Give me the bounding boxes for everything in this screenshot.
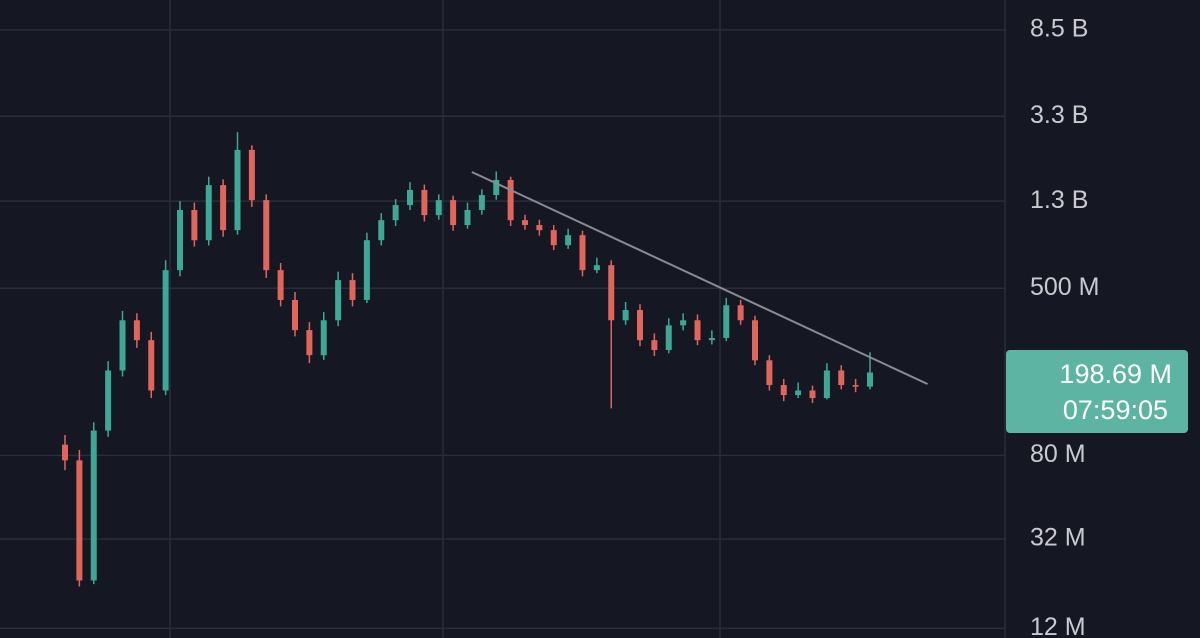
y-tick-label: 3.3 B [1030, 101, 1088, 129]
candle-body [493, 179, 500, 196]
candle-body [62, 444, 68, 461]
candle-body [752, 320, 758, 361]
candle-body [838, 370, 845, 386]
candle-body [335, 280, 342, 321]
candle-body [637, 310, 643, 341]
candle-body [622, 310, 629, 321]
price-label-box [1006, 350, 1188, 433]
candle-body [191, 209, 198, 241]
candle-body [651, 340, 658, 351]
candle-body [737, 305, 744, 321]
trendline [471, 171, 928, 385]
candle-body [608, 265, 615, 321]
candle-body [177, 209, 183, 271]
price-label: 198.69 M [1059, 359, 1172, 389]
grid [0, 29, 1005, 630]
plot-area [62, 132, 928, 587]
candle-body [234, 149, 241, 231]
candle-body [766, 360, 773, 386]
candle-body [248, 149, 255, 201]
candle-body [162, 270, 169, 391]
candle-body [867, 372, 873, 387]
y-tick-label: 1.3 B [1030, 186, 1088, 214]
candle-body [823, 370, 830, 399]
candle-body [320, 320, 327, 356]
countdown: 07:59:05 [1063, 395, 1168, 425]
candle-body [723, 305, 730, 338]
candle-body [780, 385, 787, 396]
candle-body [263, 200, 270, 271]
candle-body [349, 280, 356, 300]
candle-body [522, 220, 528, 226]
candle-body [680, 320, 687, 326]
candle-body [76, 460, 83, 581]
candle-body [665, 325, 672, 351]
candle-body [306, 330, 313, 356]
candle-body [593, 265, 600, 271]
y-tick-label: 12 M [1030, 613, 1086, 638]
candle-body [119, 320, 126, 371]
y-tick-label: 500 M [1030, 273, 1099, 301]
candle-body [407, 189, 413, 206]
y-tick-label: 80 M [1030, 440, 1086, 468]
candle-body [550, 230, 557, 246]
candle-body [507, 179, 514, 221]
y-axis: 8.5 B 3.3 B 1.3 B 500 M 80 M 32 M 12 M [1030, 15, 1099, 638]
candle-body [277, 270, 284, 300]
candle-body [795, 390, 802, 396]
candle-body [421, 189, 428, 216]
candle-body [435, 200, 442, 216]
candle-body [205, 185, 212, 241]
candle-body [90, 430, 97, 581]
candle-body [378, 220, 385, 241]
candle-body [220, 185, 227, 231]
y-tick-label: 8.5 B [1030, 15, 1088, 43]
candle-body [133, 320, 140, 341]
candle-body [852, 385, 859, 387]
candle-body [450, 200, 457, 226]
y-tick-label: 32 M [1030, 524, 1086, 552]
candle-body [536, 225, 543, 231]
candle-body [809, 390, 816, 399]
candle-body [478, 195, 485, 210]
candle-body [363, 240, 370, 300]
candle-body [464, 209, 471, 226]
candle-body [708, 337, 715, 341]
candle-body [579, 235, 586, 271]
candle-body [292, 299, 298, 331]
candle-body [694, 320, 701, 341]
candle-body [148, 340, 155, 391]
candle-body [565, 235, 572, 246]
candle-body [392, 205, 399, 221]
candle-body [105, 370, 112, 431]
